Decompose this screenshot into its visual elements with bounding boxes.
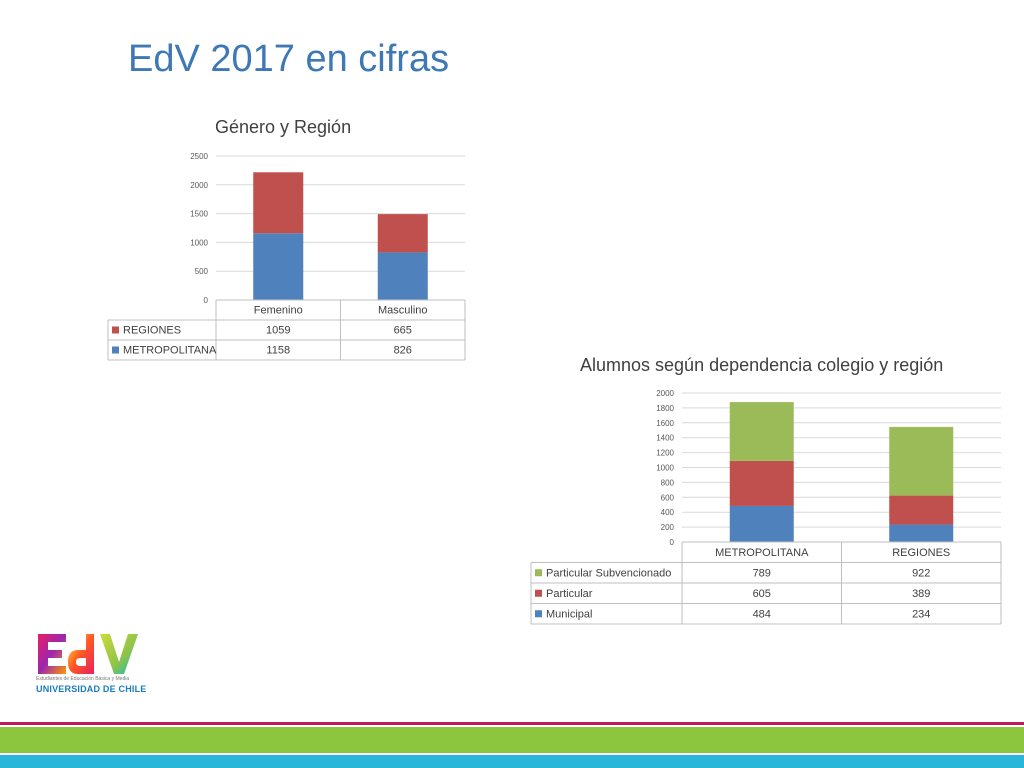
chart1-series-label: REGIONES xyxy=(123,325,181,337)
chart1-ytick-label: 500 xyxy=(195,267,209,276)
chart2-bar-particular-subvencionado-1 xyxy=(889,426,954,496)
edv-logo-mark xyxy=(38,634,138,674)
logo-subtitle: Estudiantes de Educación Básica y Media xyxy=(36,676,130,682)
chart2-ytick-label: 1000 xyxy=(656,464,674,473)
chart2-ytick-label: 200 xyxy=(661,523,675,532)
chart1-bar-metropolitana-0 xyxy=(253,233,304,300)
chart2-bar-particular-subvencionado-0 xyxy=(729,402,794,461)
chart1-data-label: 665 xyxy=(394,325,412,337)
chart2-data-label: 389 xyxy=(912,588,930,600)
chart2-data-label: 922 xyxy=(912,567,930,579)
footer-band-green xyxy=(0,727,1024,753)
footer-band-blue xyxy=(0,755,1024,768)
chart2-ytick-label: 400 xyxy=(661,508,675,517)
chart2-ytick-label: 2000 xyxy=(656,389,674,398)
slide-title: EdV 2017 en cifras xyxy=(128,38,450,80)
chart1-bar-regiones-0 xyxy=(253,172,304,234)
chart2-data-label: 484 xyxy=(753,608,771,620)
chart1-bar-regiones-1 xyxy=(377,214,428,253)
logo-university: UNIVERSIDAD DE CHILE xyxy=(36,684,147,694)
chart1-ytick-label: 2500 xyxy=(190,152,208,161)
chart1-legend-key xyxy=(112,346,119,354)
chart1-title: Género y Región xyxy=(215,117,352,137)
chart1-category-label: Femenino xyxy=(254,305,303,317)
chart2-series-label: Municipal xyxy=(546,608,592,620)
chart2-category-label: REGIONES xyxy=(892,547,950,559)
chart2-ytick-label: 1800 xyxy=(656,404,674,413)
chart1-data-label: 1059 xyxy=(266,325,290,337)
chart2-category-label: METROPOLITANA xyxy=(715,547,809,559)
chart1-ytick-label: 0 xyxy=(204,296,209,305)
chart1-category-label: Masculino xyxy=(378,305,428,317)
chart2-series-label: Particular xyxy=(546,588,593,600)
chart1-bar-metropolitana-1 xyxy=(377,252,428,300)
chart2-ytick-label: 1200 xyxy=(656,449,674,458)
chart2-bar-particular-0 xyxy=(729,460,794,506)
chart2-data-label: 789 xyxy=(753,567,771,579)
chart1-data-label: 826 xyxy=(394,345,412,357)
chart2-legend-key xyxy=(535,610,542,618)
chart1-ytick-label: 1500 xyxy=(190,210,208,219)
chart2-data-label: 234 xyxy=(912,608,930,620)
chart1-ytick-label: 1000 xyxy=(190,238,208,247)
chart2-title: Alumnos según dependencia colegio y regi… xyxy=(580,355,944,375)
chart2-bar-municipal-1 xyxy=(889,524,954,542)
chart2-legend-key xyxy=(535,569,542,577)
chart2-ytick-label: 1400 xyxy=(656,434,674,443)
chart1-ytick-label: 2000 xyxy=(190,181,208,190)
chart1-series-label: METROPOLITANA xyxy=(123,345,217,357)
chart1-legend-key xyxy=(112,326,119,334)
chart2-ytick-label: 0 xyxy=(670,538,675,547)
chart2-data-label: 605 xyxy=(753,588,771,600)
chart2-bar-municipal-0 xyxy=(729,505,794,542)
chart2-legend-key xyxy=(535,589,542,597)
chart2-bar-particular-1 xyxy=(889,495,954,525)
chart1-data-label: 1158 xyxy=(266,345,290,357)
chart2-ytick-label: 600 xyxy=(661,493,675,502)
chart2-series-label: Particular Subvencionado xyxy=(546,567,671,579)
chart2-ytick-label: 1600 xyxy=(656,419,674,428)
edv-logo xyxy=(36,632,146,698)
chart2-ytick-label: 800 xyxy=(661,478,675,487)
footer-band-pink xyxy=(0,722,1024,725)
